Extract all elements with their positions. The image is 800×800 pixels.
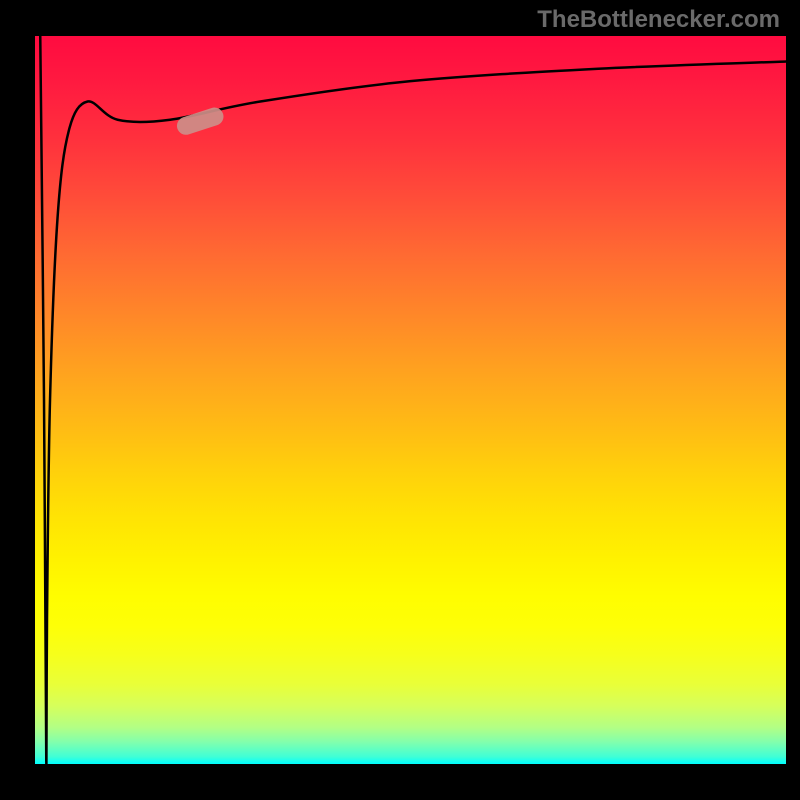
chart-container: TheBottlenecker.com xyxy=(0,0,800,800)
bottleneck-curve xyxy=(40,36,786,767)
highlight-marker xyxy=(175,105,226,137)
attribution-text: TheBottlenecker.com xyxy=(537,6,780,34)
plot-area xyxy=(35,36,786,764)
highlight-marker-shape xyxy=(175,105,226,137)
curve-layer xyxy=(35,36,786,764)
